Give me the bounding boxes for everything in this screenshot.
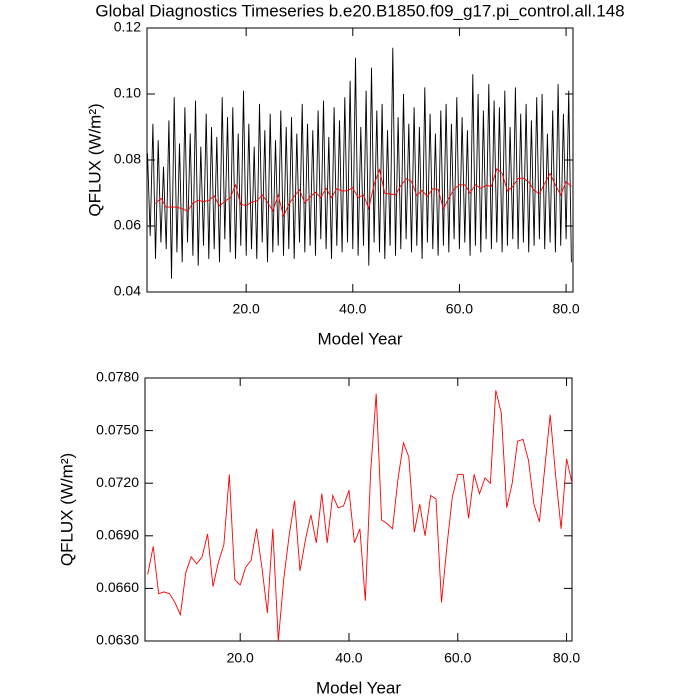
- chart-title: Global Diagnostics Timeseries b.e20.B185…: [95, 1, 624, 20]
- x-tick-label: 40.0: [339, 301, 366, 317]
- y-tick-label: 0.0660: [96, 579, 139, 595]
- x-tick-label: 80.0: [553, 650, 580, 666]
- y-tick-label: 0.08: [114, 151, 141, 167]
- x-axis-label: Model Year: [317, 329, 402, 348]
- data-line: [155, 168, 572, 218]
- y-tick-label: 0.06: [114, 217, 141, 233]
- data-line: [147, 47, 572, 279]
- y-tick-label: 0.0630: [96, 632, 139, 648]
- x-tick-label: 60.0: [446, 301, 473, 317]
- y-axis-label: QFLUX (W/m²): [85, 103, 104, 216]
- y-tick-label: 0.0690: [96, 527, 139, 543]
- y-tick-label: 0.0720: [96, 474, 139, 490]
- x-tick-label: 20.0: [233, 301, 260, 317]
- x-tick-label: 80.0: [552, 301, 579, 317]
- y-tick-label: 0.10: [114, 85, 141, 101]
- x-tick-label: 60.0: [444, 650, 471, 666]
- y-tick-label: 0.12: [114, 19, 141, 35]
- x-tick-label: 40.0: [335, 650, 362, 666]
- y-axis-label: QFLUX (W/m²): [57, 453, 76, 566]
- y-tick-label: 0.0780: [96, 369, 139, 385]
- data-line: [147, 390, 573, 642]
- y-tick-label: 0.04: [114, 283, 141, 299]
- x-axis-label: Model Year: [316, 678, 401, 697]
- y-tick-label: 0.0750: [96, 421, 139, 437]
- x-tick-label: 20.0: [227, 650, 254, 666]
- plot-frame: [144, 377, 573, 642]
